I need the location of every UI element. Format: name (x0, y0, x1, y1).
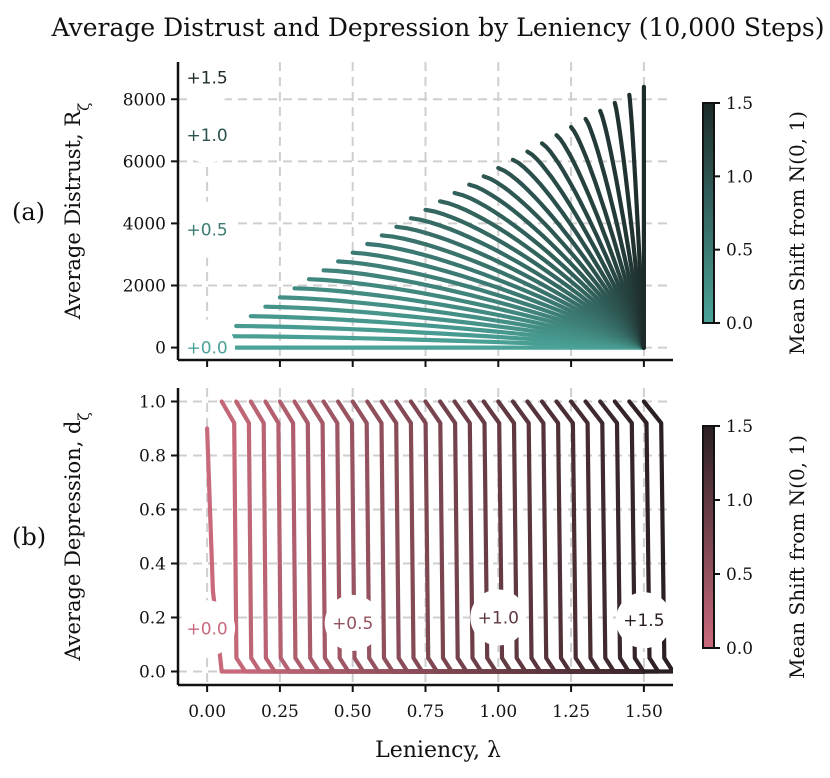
colorbar-label: Mean Shift from N(0, 1) (785, 111, 809, 355)
series-line (467, 182, 646, 350)
series-line (452, 190, 646, 350)
contour-label-bg (615, 592, 672, 649)
x-axis-label: Leniency, λ (375, 738, 501, 763)
y-axis-label-subscript: ζ (75, 412, 93, 420)
colorbar-tick-label: 0.0 (726, 314, 753, 334)
panel-label: (a) (12, 198, 45, 226)
series-line (525, 149, 646, 350)
y-tick-label: 0.0 (139, 663, 166, 683)
series-line (496, 165, 646, 350)
series-line (641, 399, 673, 674)
colorbar-tick-label: 1.5 (726, 417, 753, 437)
y-tick-label: 4000 (123, 214, 166, 234)
series-line (292, 286, 646, 350)
series-line (336, 259, 646, 350)
contour-label-bg (179, 319, 236, 376)
y-axis-label-subscript: ζ (75, 103, 93, 111)
contour-label: +1.0 (186, 126, 227, 146)
series-line (277, 295, 646, 350)
colorbar-tick-label: 0.5 (726, 241, 753, 261)
series-line (569, 125, 646, 350)
colorbar-tick-label: 1.0 (726, 491, 753, 511)
y-tick-label: 0.2 (139, 609, 166, 629)
contour-label-bg (324, 594, 381, 651)
x-tick-label: 0.75 (407, 702, 445, 722)
contour-label-bg (470, 589, 527, 646)
series-group (205, 84, 646, 350)
x-tick-label: 0.50 (334, 702, 372, 722)
contour-label: +0.0 (186, 619, 227, 639)
contour-label-bg (179, 600, 236, 657)
contour-label: +0.5 (332, 614, 373, 634)
series-line (598, 399, 646, 674)
x-tick-label: 1.25 (552, 702, 590, 722)
contour-label: +1.5 (186, 69, 227, 89)
series-line (219, 334, 646, 350)
series-line (539, 141, 646, 350)
colorbar-label: Mean Shift from N(0, 1) (785, 435, 809, 679)
colorbar-tick-label: 1.0 (726, 167, 753, 187)
series-group (205, 399, 673, 674)
x-tick-label: 1.00 (479, 702, 517, 722)
series-line (394, 224, 646, 350)
series-line (219, 399, 646, 674)
y-tick-label: 6000 (123, 152, 166, 172)
y-tick-label: 8000 (123, 90, 166, 110)
series-line (583, 116, 646, 350)
series-line (481, 174, 646, 350)
figure-title: Average Distrust and Depression by Lenie… (51, 13, 825, 42)
y-tick-label: 0.6 (139, 501, 166, 521)
colorbar (702, 102, 715, 324)
series-line (321, 268, 646, 350)
x-tick-label: 1.50 (625, 702, 663, 722)
series-line (365, 241, 646, 350)
y-tick-label: 0.4 (139, 555, 166, 575)
series-line (583, 399, 646, 674)
colorbar-tick-label: 0.5 (726, 565, 753, 585)
x-tick-label: 0.25 (261, 702, 299, 722)
series-line (438, 199, 646, 350)
contour-label-bg (179, 49, 236, 106)
series-line (627, 92, 646, 350)
series-line (248, 314, 646, 350)
x-tick-label: 0.00 (188, 702, 226, 722)
y-tick-label: 0.8 (139, 447, 166, 467)
y-tick-label: 1.0 (139, 393, 166, 413)
series-line (554, 133, 646, 350)
y-tick-label: 0 (155, 339, 166, 359)
series-line (598, 108, 646, 350)
contour-label-bg (179, 201, 236, 258)
contour-label-bg (179, 106, 236, 163)
panel-label: (b) (12, 523, 46, 551)
contour-label: +0.0 (186, 339, 227, 359)
colorbar-tick-label: 1.5 (726, 94, 753, 114)
colorbar (702, 425, 715, 649)
contour-label: +1.0 (478, 609, 519, 629)
panel-a-distrust: +1.5 +1.0 +0.5 +0.0 0 2000 4000 6000 8000 Average… (12, 49, 809, 376)
contour-label: +0.5 (186, 221, 227, 241)
y-tick-label: 2000 (123, 277, 166, 297)
colorbar-tick-label: 0.0 (726, 639, 753, 659)
panel-b-depression: +0.0 +0.5 +1.0 +1.5 0.0 0.2 0.4 0.6 0.8 1.0 0.00 0.… (12, 388, 809, 722)
y-axis-label: Average Distrust, Rζ (61, 103, 93, 321)
y-axis-label: Average Depression, dζ (61, 412, 93, 661)
series-line (234, 323, 646, 350)
contour-label: +1.5 (623, 611, 664, 631)
series-line (510, 157, 646, 350)
series-line (263, 304, 646, 350)
series-line (350, 250, 646, 350)
series-line (423, 207, 646, 350)
series-line (612, 100, 646, 350)
series-line (408, 216, 646, 350)
series-line (306, 277, 646, 350)
series-line (379, 233, 646, 350)
